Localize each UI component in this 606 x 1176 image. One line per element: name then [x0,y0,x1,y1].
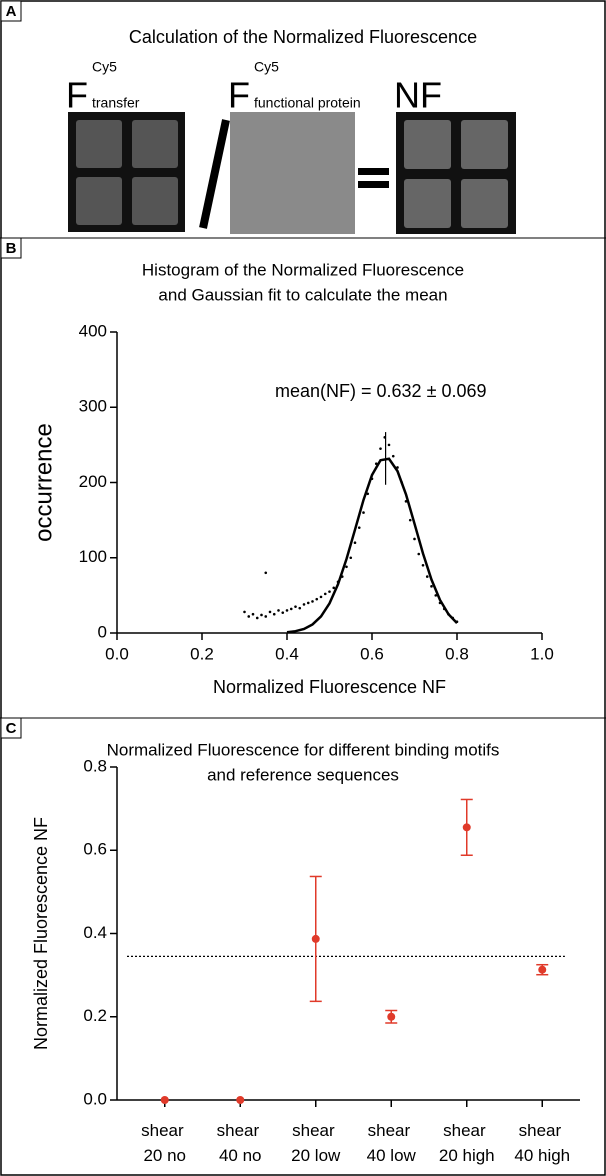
x-tick-label: shear 40 low [367,1121,417,1165]
data-point [281,611,285,614]
data-point [236,1096,245,1104]
term-symbol: F [228,75,250,116]
panel-label-box [0,237,22,259]
x-tick-label: shear 20 low [291,1121,341,1165]
x-tick-label: 0.6 [360,644,384,663]
data-point [302,603,306,606]
data-point [462,823,471,832]
chart-title: Histogram of the Normalized Fluorescence [142,260,464,279]
data-point [387,443,391,447]
data-point [160,1096,169,1104]
annotation: mean(NF) = 0.632 ± 0.069 [275,381,487,401]
data-point [430,585,433,588]
data-point [379,447,382,450]
y-axis-label: occurrence [30,423,57,542]
diagram-title: Calculation of the Normalized Fluorescen… [129,27,477,47]
x-tick-label: 0.8 [445,644,469,663]
term-superscript: Cy5 [254,59,279,75]
data-point [345,565,348,569]
y-tick-label: 400 [79,321,107,340]
protein-image [230,112,355,234]
y-tick-label: 0.2 [83,1006,107,1025]
data-point [272,612,276,616]
data-point [255,616,259,620]
data-point [421,563,425,567]
data-point [311,600,314,603]
data-point [264,571,268,575]
chart-subtitle: and Gaussian fit to calculate the mean [158,285,447,304]
data-point [413,537,416,541]
x-tick-label: 0.2 [190,644,214,663]
data-point [319,595,323,599]
data-point [243,610,246,614]
y-tick-label: 0 [98,622,107,641]
term-superscript: Cy5 [92,59,117,75]
y-tick-label: 200 [79,472,107,491]
data-point [315,597,319,601]
data-point [247,615,251,618]
chart-title: Normalized Fluorescence for different bi… [107,740,500,759]
data-point [251,612,255,616]
data-point [425,575,429,578]
x-tick-label: 0.4 [275,644,299,663]
data-point [285,609,289,612]
chart-subtitle: and reference sequences [207,765,399,784]
y-tick-label: 100 [79,547,107,566]
x-tick-label: shear 40 no [217,1121,264,1165]
data-point [353,541,357,544]
x-tick-label: 0.0 [105,644,129,663]
data-point [391,454,395,458]
x-tick-label: shear 20 high [439,1121,495,1165]
y-tick-label: 0.6 [83,840,107,859]
panel-label-box [0,717,22,739]
x-axis-label: Normalized Fluorescence NF [213,677,446,697]
equals-sign [358,181,389,188]
x-tick-label: shear 40 high [514,1121,570,1165]
data-point [260,613,263,617]
data-point [408,518,412,522]
division-slash [199,119,230,229]
y-tick-label: 0.4 [83,923,107,942]
data-point [538,965,547,974]
y-tick-label: 0.0 [83,1089,107,1108]
data-point [289,607,293,611]
data-point [362,511,365,514]
equals-sign [358,168,389,175]
data-point [277,609,280,612]
data-point [294,605,297,608]
data-point [332,586,336,590]
term-subscript: functional protein [254,95,361,111]
data-point [417,552,421,556]
y-tick-label: 300 [79,397,107,416]
data-point [264,615,268,618]
transfer-image [68,112,185,232]
nf-image [396,112,516,234]
panel-label: B [6,240,17,257]
data-point [387,1012,396,1021]
data-point [298,606,302,610]
result-symbol: NF [394,75,442,116]
data-point [306,601,310,605]
fit-curve [286,457,458,634]
term-subscript: transfer [92,95,140,111]
panel-label-box [0,0,22,22]
data-point [323,592,327,596]
x-tick-label: 1.0 [530,644,554,663]
data-point [268,610,272,614]
data-point [357,526,361,529]
data-point [434,594,438,597]
x-tick-label: shear 20 no [141,1121,188,1165]
y-axis-label: Normalized Fluorescence NF [31,817,51,1050]
data-point [311,934,320,943]
y-tick-label: 0.8 [83,756,107,775]
panel-label: A [6,3,17,20]
term-symbol: F [66,75,88,116]
panel-label: C [6,720,17,737]
data-point [328,590,331,593]
data-point [349,556,353,560]
